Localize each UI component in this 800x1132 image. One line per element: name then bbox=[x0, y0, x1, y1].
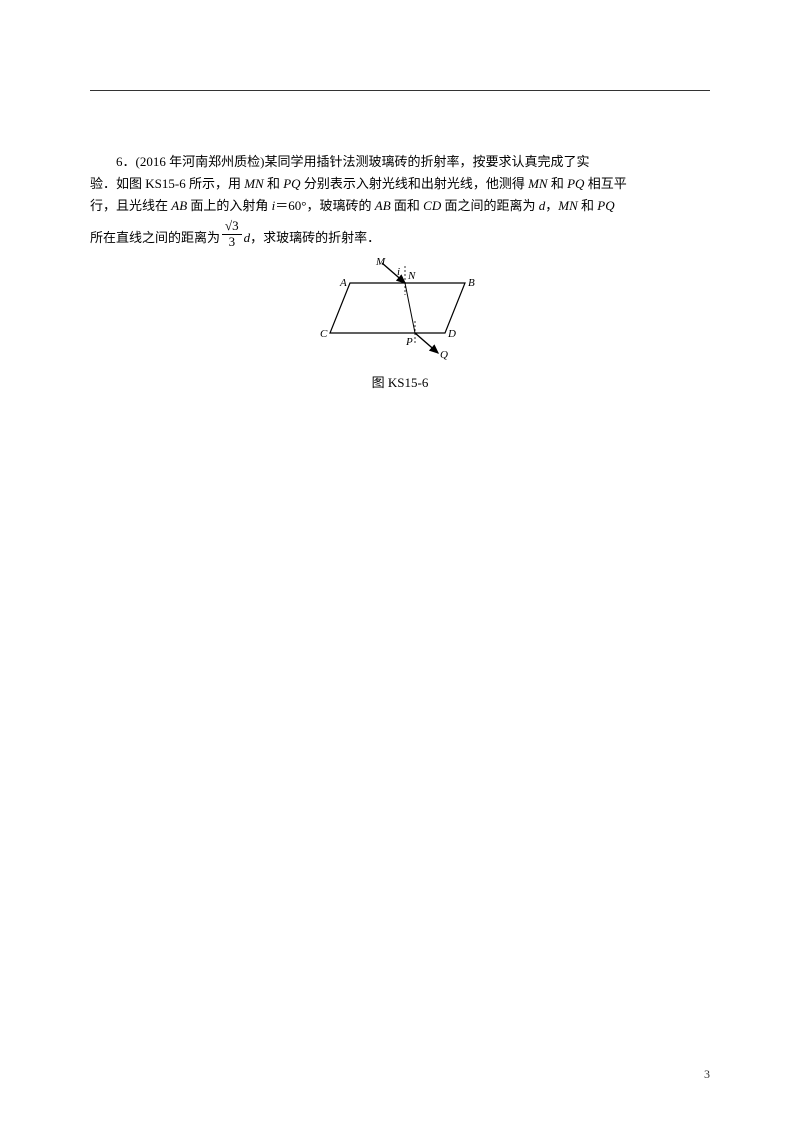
l3a: 行，且光线在 bbox=[90, 198, 171, 213]
label-n: N bbox=[407, 270, 416, 282]
l3c: ＝60°，玻璃砖的 bbox=[275, 198, 374, 213]
l4a: 所在直线之间的距离为 bbox=[90, 227, 220, 249]
l2m3: 和 bbox=[548, 176, 568, 191]
l2-mn: MN bbox=[244, 176, 264, 191]
l3d: 面和 bbox=[391, 198, 424, 213]
label-a: A bbox=[339, 277, 347, 289]
problem-line-2: 验．如图 KS15-6 所示，用 MN 和 PQ 分别表示入射光线和出射光线，他… bbox=[90, 173, 710, 195]
frac-numerator: √3 bbox=[222, 219, 242, 234]
l2e: 相互平 bbox=[584, 176, 626, 191]
label-c: C bbox=[320, 328, 328, 340]
l3-mn: MN bbox=[558, 198, 578, 213]
frac-denominator: 3 bbox=[226, 235, 239, 249]
l3-pq: PQ bbox=[597, 198, 614, 213]
page-number: 3 bbox=[704, 1067, 710, 1082]
l3e: 面之间的距离为 bbox=[441, 198, 539, 213]
l2m2: 分别表示入射光线和出射光线，他测得 bbox=[301, 176, 529, 191]
label-i: i bbox=[397, 266, 400, 278]
l3-ab2: AB bbox=[375, 198, 391, 213]
top-rule bbox=[90, 90, 710, 91]
l2a: 验．如图 KS15-6 所示，用 bbox=[90, 176, 244, 191]
ray-np bbox=[405, 283, 415, 333]
l3f: ， bbox=[545, 198, 558, 213]
l1-rest: 某同学用插针法测玻璃砖的折射率，按要求认真完成了实 bbox=[264, 154, 589, 169]
figure-caption: 图 KS15-6 bbox=[90, 372, 710, 391]
l3b: 面上的入射角 bbox=[187, 198, 272, 213]
ray-pq bbox=[415, 333, 438, 353]
problem-line-4: 所在直线之间的距离为 √3 3 d，求玻璃砖的折射率． bbox=[90, 219, 710, 249]
figure-svg: M i N A B C D P Q bbox=[310, 253, 490, 363]
problem-line-1: 6．(2016 年河南郑州质检)某同学用插针法测玻璃砖的折射率，按要求认真完成了… bbox=[90, 151, 710, 173]
ray-mn bbox=[382, 263, 405, 283]
l4b: ，求玻璃砖的折射率． bbox=[250, 227, 380, 249]
problem-line-3: 行，且光线在 AB 面上的入射角 i＝60°，玻璃砖的 AB 面和 CD 面之间… bbox=[90, 195, 710, 217]
l2-pq: PQ bbox=[283, 176, 300, 191]
label-d: D bbox=[447, 328, 456, 340]
label-m: M bbox=[375, 256, 386, 268]
l3-cd: CD bbox=[423, 198, 441, 213]
fraction: √3 3 bbox=[222, 219, 242, 249]
l2-pq2: PQ bbox=[567, 176, 584, 191]
problem-number: 6． bbox=[116, 154, 136, 169]
trapezoid bbox=[330, 283, 465, 333]
label-p: P bbox=[405, 336, 413, 348]
l2-mn2: MN bbox=[528, 176, 548, 191]
problem-source: (2016 年河南郑州质检) bbox=[136, 154, 265, 169]
figure: M i N A B C D P Q 图 KS15-6 bbox=[90, 253, 710, 391]
problem-text: 6．(2016 年河南郑州质检)某同学用插针法测玻璃砖的折射率，按要求认真完成了… bbox=[90, 151, 710, 249]
l3-ab: AB bbox=[171, 198, 187, 213]
l2m1: 和 bbox=[264, 176, 284, 191]
label-q: Q bbox=[440, 349, 448, 361]
l3g: 和 bbox=[578, 198, 598, 213]
label-b: B bbox=[468, 277, 475, 289]
